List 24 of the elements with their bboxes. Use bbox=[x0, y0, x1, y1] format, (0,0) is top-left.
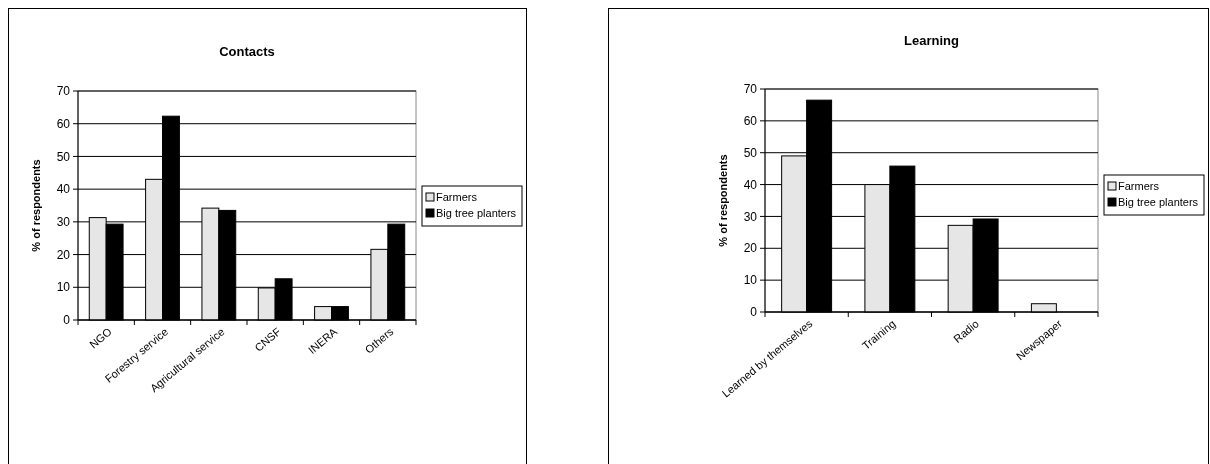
y-tick-label: 30 bbox=[56, 215, 71, 230]
legend-label: Farmers bbox=[436, 190, 478, 203]
legend-label: Big tree planters bbox=[1118, 195, 1199, 208]
y-tick-label: 0 bbox=[750, 305, 758, 320]
y-tick-label: 40 bbox=[743, 177, 758, 192]
y-tick-label: 0 bbox=[63, 313, 71, 328]
y-tick-label: 60 bbox=[56, 116, 71, 131]
y-tick-label: 70 bbox=[743, 82, 758, 97]
y-tick-label: 20 bbox=[743, 241, 758, 256]
y-tick-label: 40 bbox=[56, 182, 71, 197]
y-tick-label: 10 bbox=[743, 273, 758, 288]
y-axis-title: % of respondents bbox=[30, 159, 42, 252]
y-tick-label: 70 bbox=[56, 84, 71, 99]
y-tick-label: 60 bbox=[743, 114, 758, 129]
y-tick-label: 30 bbox=[743, 209, 758, 224]
chart-title: Learning bbox=[904, 33, 959, 48]
legend-label: Big tree planters bbox=[436, 206, 517, 219]
y-tick-label: 20 bbox=[56, 247, 71, 262]
y-tick-label: 50 bbox=[56, 149, 71, 164]
y-tick-label: 10 bbox=[56, 280, 71, 295]
chart-title: Contacts bbox=[219, 44, 275, 59]
legend-label: Farmers bbox=[1118, 179, 1160, 192]
y-tick-label: 50 bbox=[743, 145, 758, 160]
y-axis-title: % of respondents bbox=[717, 154, 729, 247]
